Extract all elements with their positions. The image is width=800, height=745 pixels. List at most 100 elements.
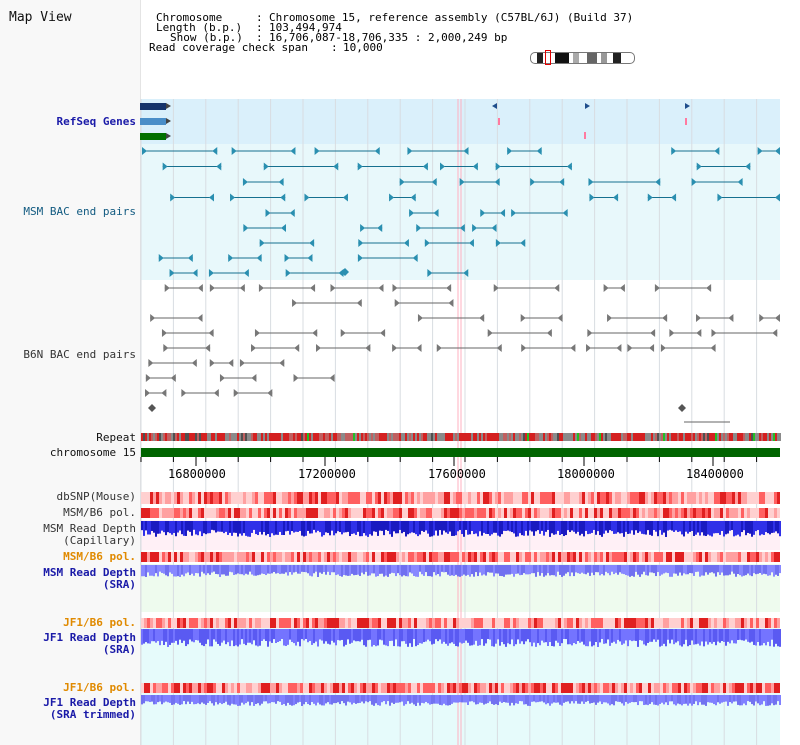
read-depth-bar [411, 565, 413, 574]
polymorphism-cell [717, 552, 720, 562]
read-depth-bar [693, 521, 695, 537]
read-depth-bar [337, 629, 339, 641]
repeat-segment [279, 433, 281, 441]
repeat-segment [259, 433, 261, 441]
bac-end-marker [205, 344, 211, 352]
read-depth-bar [715, 695, 717, 706]
read-depth-bar [669, 695, 671, 702]
ideogram-position-marker[interactable] [545, 50, 551, 65]
bac-end-marker [422, 162, 428, 171]
polymorphism-cell [189, 552, 192, 562]
polymorphism-cell [672, 552, 675, 562]
read-depth-bar [429, 629, 431, 642]
read-depth-bar [699, 695, 701, 703]
read-depth-bar [351, 695, 353, 705]
read-depth-bar [319, 565, 321, 573]
read-depth-bar [437, 521, 439, 536]
read-depth-bar [483, 695, 485, 705]
repeat-segment [557, 433, 559, 441]
read-depth-bar [207, 695, 209, 703]
read-depth-bar [451, 521, 453, 536]
read-depth-bar [679, 565, 681, 573]
repeat-segment [163, 433, 165, 441]
read-depth-bar [483, 629, 485, 646]
read-depth-bar [713, 521, 715, 534]
read-depth-bar [361, 521, 363, 537]
read-depth-bar [605, 695, 607, 703]
polymorphism-cell [630, 683, 633, 693]
read-depth-bar [547, 695, 549, 704]
polymorphism-cell [315, 508, 318, 518]
polymorphism-cell [624, 618, 627, 628]
polymorphism-cell [666, 683, 669, 693]
polymorphism-cell [438, 508, 441, 518]
polymorphism-cell [285, 683, 288, 693]
polymorphism-cell [339, 508, 342, 518]
polymorphism-cell [654, 492, 657, 504]
bac-end-marker [472, 162, 478, 171]
read-depth-bar [279, 565, 281, 575]
repeat-segment [605, 433, 607, 441]
read-depth-bar [689, 521, 691, 532]
read-depth-bar [777, 521, 779, 534]
repeat-segment [767, 433, 769, 441]
polymorphism-cell [444, 552, 447, 562]
polymorphism-cell [444, 508, 447, 518]
read-depth-bar [509, 521, 511, 532]
read-depth-bar [403, 695, 405, 706]
polymorphism-cell [183, 618, 186, 628]
polymorphism-cell [369, 618, 372, 628]
polymorphism-cell [546, 492, 549, 504]
chromosome-ideogram[interactable] [530, 52, 635, 64]
read-depth-bar [641, 521, 643, 534]
polymorphism-cell [525, 552, 528, 562]
polymorphism-cell [348, 492, 351, 504]
polymorphism-cell [711, 508, 714, 518]
polymorphism-cell [309, 492, 312, 504]
read-depth-bar [629, 521, 631, 534]
polymorphism-cell [510, 492, 513, 504]
read-depth-bar [769, 565, 771, 576]
polymorphism-cell [417, 508, 420, 518]
repeat-segment [417, 433, 419, 441]
polymorphism-cell [663, 683, 666, 693]
repeat-segment [665, 433, 667, 441]
read-depth-bar [657, 521, 659, 537]
bac-end-marker [520, 314, 526, 322]
polymorphism-cell [615, 552, 618, 562]
polymorphism-cell [558, 492, 561, 504]
read-depth-bar [707, 521, 709, 535]
read-depth-bar [387, 695, 389, 702]
read-depth-bar [601, 521, 603, 537]
polymorphism-cell [558, 618, 561, 628]
read-depth-bar [739, 521, 741, 537]
bac-end-marker [459, 178, 465, 186]
polymorphism-cell [573, 683, 576, 693]
polymorphism-cell [552, 508, 555, 518]
read-depth-bar [759, 695, 761, 706]
polymorphism-cell [327, 683, 330, 693]
read-depth-bar [647, 695, 649, 706]
polymorphism-cell [528, 508, 531, 518]
repeat-segment [539, 433, 541, 441]
polymorphism-cell [411, 552, 414, 562]
read-depth-bar [545, 565, 547, 576]
read-depth-bar [163, 565, 165, 574]
repeat-segment [719, 433, 721, 441]
read-depth-bar [583, 565, 585, 574]
polymorphism-cell [483, 618, 486, 628]
repeat-segment [607, 433, 609, 441]
polymorphism-cell [261, 508, 264, 518]
read-depth-bar [155, 629, 157, 643]
polymorphism-cell [513, 492, 516, 504]
read-depth-bar [191, 695, 193, 702]
read-depth-bar [157, 565, 159, 577]
read-depth-bar [553, 695, 555, 703]
gene-feature [140, 133, 166, 140]
read-depth-bar [539, 521, 541, 534]
read-depth-bar [311, 695, 313, 703]
polymorphism-cell [339, 552, 342, 562]
read-depth-bar [333, 629, 335, 643]
read-depth-bar [701, 521, 703, 533]
